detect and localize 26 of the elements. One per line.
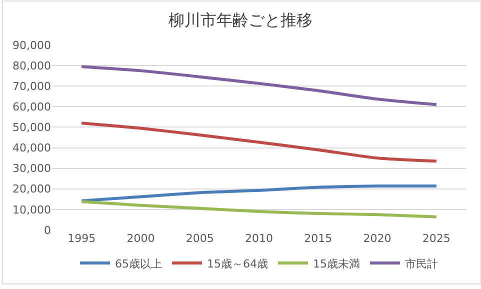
x-tick-label: 2000: [126, 232, 155, 245]
chart-title: 柳川市年齢ごと推移: [168, 10, 312, 30]
y-tick-label: 50,000: [12, 121, 51, 134]
x-tick-label: 2010: [245, 232, 273, 245]
y-tick-label: 0: [44, 224, 51, 237]
legend-label: 65歳以上: [115, 257, 162, 270]
y-tick-label: 90,000: [12, 38, 51, 52]
x-tick-label: 2025: [422, 232, 450, 245]
line-series: [80, 200, 438, 218]
y-tick-label: 30,000: [12, 162, 51, 176]
y-tick-label: 80,000: [12, 59, 51, 72]
x-tick-label: 2015: [304, 232, 332, 245]
x-tick-label: 1995: [68, 232, 96, 245]
y-tick-label: 20,000: [12, 182, 51, 196]
legend-label: 15歳～64歳: [207, 257, 268, 270]
y-tick-label: 40,000: [12, 142, 51, 155]
y-tick-label: 70,000: [12, 80, 51, 93]
legend-label: 市民計: [405, 257, 438, 270]
x-tick-label: 2005: [186, 232, 214, 245]
y-tick-label: 60,000: [12, 100, 51, 114]
x-tick-label: 2020: [363, 232, 392, 245]
line-series: [80, 65, 438, 106]
y-tick-label: 10,000: [12, 203, 51, 216]
line-series: [80, 184, 438, 202]
legend-label: 15歳未満: [313, 257, 360, 270]
line-series: [80, 122, 438, 163]
